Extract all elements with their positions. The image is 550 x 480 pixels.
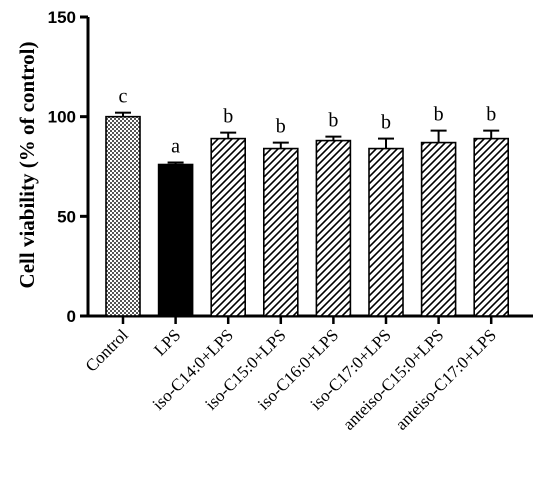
bar-1 (105, 115, 141, 317)
x-labels: Control LPSiso-C14:0+LPSiso-C15:0+LPSiso-… (82, 316, 500, 434)
y-tick-label: 50 (57, 207, 76, 226)
significance-label: b (434, 104, 444, 126)
significance-label: a (171, 136, 180, 158)
bar-3 (210, 137, 246, 317)
significance-label: c (119, 86, 128, 108)
axes (86, 17, 533, 318)
bar-5 (315, 139, 352, 317)
category-label: LPS (150, 325, 184, 359)
bar-6 (368, 147, 404, 317)
category-label: Control (82, 325, 132, 375)
significance-label: b (276, 116, 286, 138)
bar-8 (473, 137, 510, 317)
bar-2 (157, 163, 194, 317)
significance-label: b (381, 112, 391, 134)
bar-7 (420, 141, 457, 317)
y-axis-label: Cell viability (% of control) (15, 42, 39, 289)
y-tick-label: 0 (67, 307, 76, 326)
bars: c a b b b b b b (105, 86, 510, 317)
significance-label: b (328, 110, 338, 132)
significance-label: b (223, 106, 233, 128)
bar-4 (262, 147, 299, 317)
significance-label: b (486, 104, 496, 126)
y-tick-label: 150 (48, 8, 76, 27)
y-tick-label: 100 (48, 108, 76, 127)
category-label: anteiso-C17:0+LPS (392, 325, 500, 433)
y-ticks: 0 50 100 150 (48, 8, 88, 326)
